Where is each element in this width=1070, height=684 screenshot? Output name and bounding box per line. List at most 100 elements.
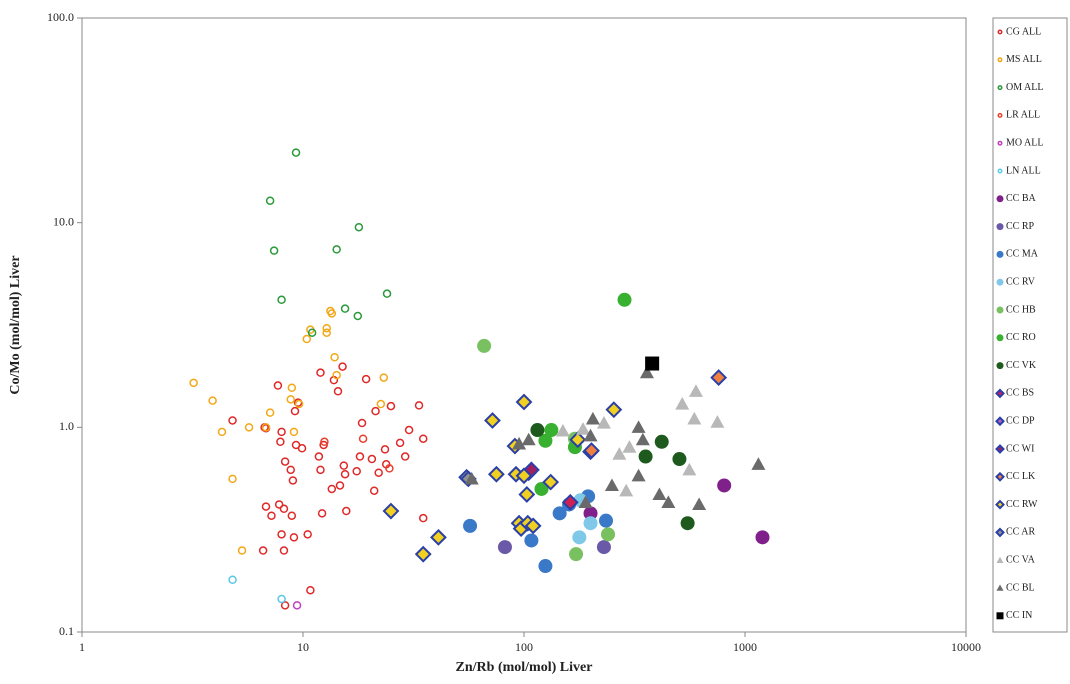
legend-label: LR ALL [1006,110,1040,121]
point [302,334,312,344]
point [524,517,542,535]
point [277,594,286,604]
point [217,427,227,437]
point [601,527,616,542]
point [576,422,591,435]
point [322,328,331,337]
legend-label: CC AR [1006,527,1036,538]
point [710,415,725,428]
point [583,516,598,531]
point [464,471,479,485]
y-tick-label: 10.0 [53,214,74,228]
point [316,465,325,475]
point [635,432,650,446]
point [688,384,703,397]
legend-label: CC IN [1006,610,1032,621]
point [353,311,363,321]
legend-marker [996,584,1004,591]
point [361,374,371,384]
point [395,438,405,448]
legend-label: MS ALL [1006,54,1042,65]
point [619,483,634,497]
point [352,467,361,476]
point [605,401,623,419]
point [293,398,303,407]
point [569,547,584,562]
point [521,432,536,446]
point [291,148,301,157]
point [382,289,392,298]
plot-frame [81,17,967,633]
point [583,506,598,521]
point [265,196,275,205]
point [327,484,337,494]
legend-label: CC BA [1006,193,1037,204]
point [339,461,349,470]
y-tick-label: 0.1 [59,624,74,638]
point [371,406,380,416]
point [314,452,324,461]
point [335,481,345,490]
legend-marker [997,57,1003,63]
legend-marker [995,388,1005,399]
point [515,467,533,485]
point [572,530,587,545]
point [755,530,770,545]
point [297,444,307,453]
point [288,476,298,485]
point [316,368,325,377]
point [330,353,339,362]
legend-marker [995,499,1005,510]
point [631,420,646,433]
point [622,440,637,453]
legend-marker [996,362,1004,370]
legend-marker [996,223,1004,231]
point [294,399,304,409]
point [418,513,428,523]
legend-marker [996,278,1004,286]
point [280,601,290,610]
point [267,511,276,520]
legend-label: OM ALL [1006,82,1044,93]
point [583,428,598,442]
legend-label: MO ALL [1006,137,1044,148]
legend-label: CC BL [1006,582,1035,593]
point [534,481,549,496]
legend-marker [997,85,1003,91]
legend-marker [997,168,1003,174]
point [357,418,367,428]
point [463,518,478,533]
legend-marker [996,250,1004,258]
x-axis-label: Zn/Rb (mol/mol) Liver [456,660,593,675]
legend-marker [997,112,1003,118]
legend-marker [995,471,1005,482]
point [289,427,299,437]
point [369,486,379,495]
point [261,502,271,511]
point [710,369,728,387]
point [604,478,619,492]
point [354,222,364,232]
legend-label: CC DP [1006,415,1035,426]
point [687,411,702,425]
point [340,469,350,479]
legend-label: CC MA [1006,249,1039,260]
point [290,406,300,416]
point [599,513,614,528]
y-tick-label: 1.0 [59,419,74,433]
point [518,486,536,503]
legend-marker [997,29,1003,35]
legend-label: CC RP [1006,221,1035,232]
point [277,530,286,539]
point [338,362,347,371]
point [208,396,217,405]
point [340,304,350,313]
point [292,601,302,610]
point [274,500,284,509]
point [675,397,690,410]
point [645,356,660,371]
point [672,452,687,467]
y-axis-label: Co/Mo (mol/mol) Liver [8,255,23,394]
point [414,545,432,563]
legend-label: CC RO [1006,332,1036,343]
